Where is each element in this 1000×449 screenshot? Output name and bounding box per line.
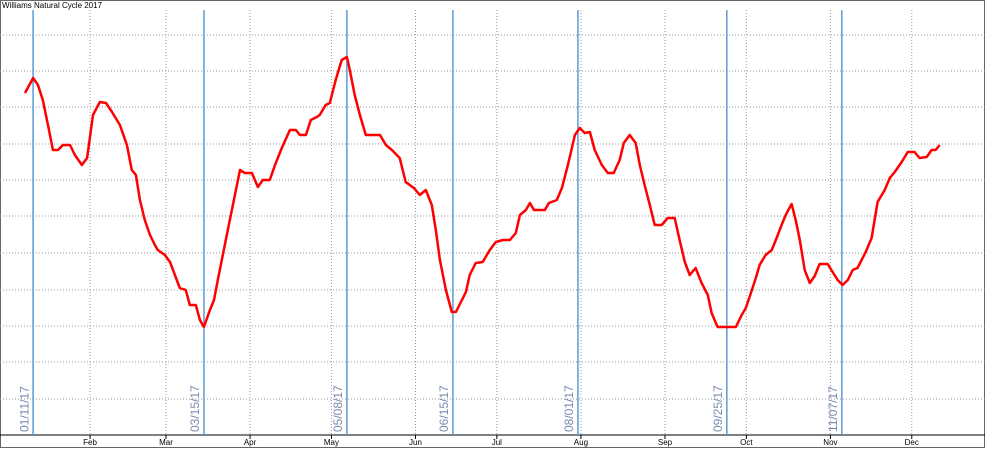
line: [23, 55, 941, 329]
x-tick-label: May: [324, 438, 339, 447]
x-tick-label: Apr: [244, 438, 257, 447]
cycle-label: 03/15/17: [188, 385, 202, 432]
cycle-label: 01/11/17: [17, 386, 31, 432]
x-tick-label: Oct: [740, 438, 753, 447]
x-tick-label: Aug: [574, 438, 588, 447]
cycle-label: 06/15/17: [437, 385, 451, 432]
x-tick-label: Dec: [905, 438, 919, 447]
cycle-label: 05/08/17: [331, 385, 345, 432]
chart-title: Williams Natural Cycle 2017: [2, 1, 103, 10]
x-tick-label: Feb: [83, 438, 97, 447]
x-tick-label: Jun: [409, 438, 422, 447]
x-tick-label: Jul: [492, 438, 502, 447]
x-tick-label: Nov: [823, 438, 837, 447]
cycle-label: 11/07/17: [826, 386, 840, 432]
cycle-label: 08/01/17: [562, 385, 576, 432]
x-tick-label: Mar: [159, 438, 173, 447]
x-tick-label: Sep: [658, 438, 673, 447]
cycle-label: 09/25/17: [711, 385, 725, 432]
